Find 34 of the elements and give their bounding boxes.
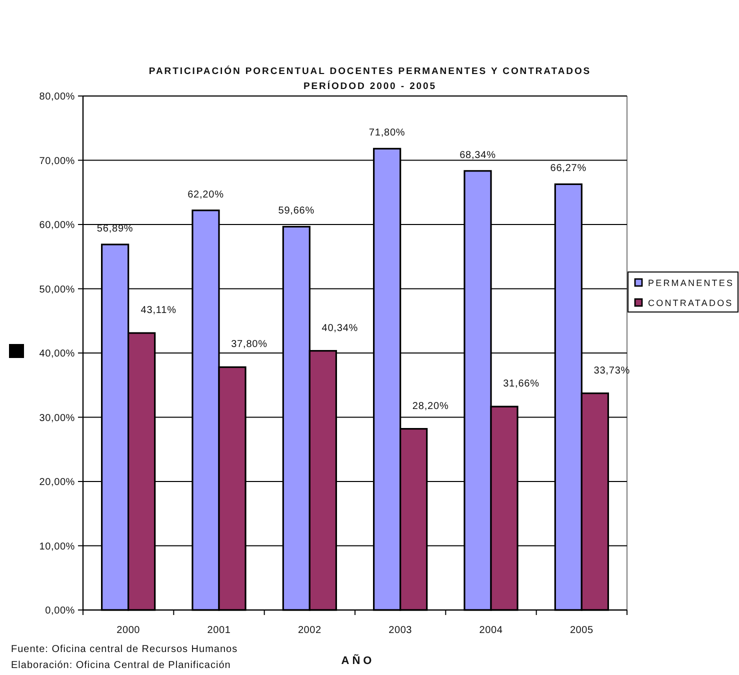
data-label: 71,80% xyxy=(368,128,406,139)
source-note: Fuente: Oficina central de Recursos Humanos xyxy=(11,644,238,655)
text: Elaboración: Oficina Central de Planificación xyxy=(11,660,231,671)
data-label: 37,80% xyxy=(231,339,268,350)
x-tick-label: 2003 xyxy=(388,625,412,636)
chart-subtitle: PERÍODOD 2000 - 2005 xyxy=(303,80,437,92)
data-label: 66,27% xyxy=(550,163,587,174)
x-axis-title: AÑO xyxy=(341,654,375,667)
y-tick-label: 70,00% xyxy=(39,156,75,167)
data-label: 43,11% xyxy=(140,305,176,316)
data-label: 33,73% xyxy=(594,365,630,376)
y-tick-label: 40,00% xyxy=(39,348,75,360)
x-tick-label: 2004 xyxy=(479,625,503,636)
data-label: 40,34% xyxy=(322,322,358,334)
y-tick-label: 20,00% xyxy=(39,477,75,488)
y-tick-label: 0,00% xyxy=(45,606,75,616)
chart-title: PARTICIPACIÓN PORCENTUAL DOCENTES PERMANENTES Y CONTRATADOS xyxy=(148,65,592,77)
data-label: 56,89% xyxy=(96,223,134,234)
data-label: 28,20% xyxy=(412,400,449,412)
x-tick-label: 2001 xyxy=(207,625,231,636)
x-tick-label: 2002 xyxy=(298,625,322,636)
y-tick-label: 10,00% xyxy=(39,541,75,552)
data-label: 62,20% xyxy=(188,189,224,200)
x-tick-label: 2000 xyxy=(116,625,140,636)
data-label: 68,34% xyxy=(460,150,496,161)
data-label: 31,66% xyxy=(503,378,540,390)
data-label: 59,66% xyxy=(278,206,315,217)
x-tick-label: 2005 xyxy=(570,625,594,636)
y-tick-label: 50,00% xyxy=(39,284,75,296)
legend-label: PERMANENTES xyxy=(648,278,734,288)
legend-label: CONTRATADOS xyxy=(648,298,734,308)
y-tick-label: 60,00% xyxy=(39,220,75,231)
y-tick-label: 30,00% xyxy=(39,412,75,424)
y-tick-label: 80,00% xyxy=(39,92,75,102)
